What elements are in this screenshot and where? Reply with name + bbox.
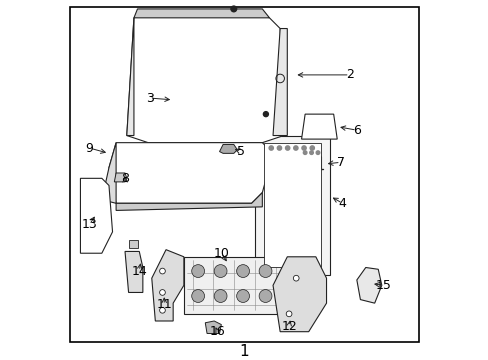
Circle shape bbox=[259, 289, 271, 302]
Circle shape bbox=[236, 265, 249, 278]
Polygon shape bbox=[151, 250, 183, 321]
Text: 6: 6 bbox=[352, 124, 360, 137]
Polygon shape bbox=[102, 143, 116, 203]
Polygon shape bbox=[116, 193, 262, 211]
Circle shape bbox=[301, 146, 305, 150]
Text: 13: 13 bbox=[81, 218, 97, 231]
Text: 16: 16 bbox=[209, 325, 225, 338]
Circle shape bbox=[159, 289, 165, 295]
Polygon shape bbox=[109, 143, 272, 203]
Text: 7: 7 bbox=[336, 156, 344, 169]
Text: 15: 15 bbox=[375, 279, 391, 292]
Polygon shape bbox=[114, 173, 126, 182]
Text: 14: 14 bbox=[131, 265, 147, 278]
Circle shape bbox=[191, 265, 204, 278]
Bar bbox=[128, 240, 137, 248]
Text: 12: 12 bbox=[281, 320, 296, 333]
Circle shape bbox=[293, 275, 299, 281]
Text: 11: 11 bbox=[156, 298, 172, 311]
Text: 4: 4 bbox=[338, 197, 346, 210]
Text: 2: 2 bbox=[345, 68, 353, 81]
Polygon shape bbox=[264, 143, 321, 267]
Polygon shape bbox=[356, 267, 381, 303]
Circle shape bbox=[309, 151, 313, 154]
Polygon shape bbox=[80, 178, 112, 253]
Polygon shape bbox=[125, 251, 142, 292]
Circle shape bbox=[214, 289, 226, 302]
Polygon shape bbox=[134, 9, 269, 18]
Polygon shape bbox=[255, 135, 329, 275]
Polygon shape bbox=[126, 18, 134, 135]
Polygon shape bbox=[183, 257, 297, 314]
Circle shape bbox=[159, 268, 165, 274]
Text: 5: 5 bbox=[237, 145, 244, 158]
Circle shape bbox=[316, 151, 319, 154]
Polygon shape bbox=[219, 144, 237, 153]
Circle shape bbox=[268, 146, 273, 150]
Circle shape bbox=[303, 151, 306, 154]
Circle shape bbox=[293, 146, 297, 150]
Circle shape bbox=[277, 146, 281, 150]
Text: 1: 1 bbox=[239, 344, 249, 359]
Circle shape bbox=[230, 6, 236, 12]
Circle shape bbox=[159, 307, 165, 313]
Polygon shape bbox=[205, 321, 221, 333]
Circle shape bbox=[309, 146, 314, 150]
Circle shape bbox=[259, 265, 271, 278]
Circle shape bbox=[263, 112, 268, 117]
Circle shape bbox=[214, 265, 226, 278]
Text: 10: 10 bbox=[213, 247, 229, 260]
Polygon shape bbox=[126, 11, 283, 143]
Circle shape bbox=[285, 311, 291, 317]
Text: 8: 8 bbox=[121, 172, 129, 185]
Circle shape bbox=[191, 289, 204, 302]
Text: 9: 9 bbox=[85, 141, 93, 154]
Circle shape bbox=[236, 289, 249, 302]
Polygon shape bbox=[301, 114, 337, 139]
Polygon shape bbox=[272, 28, 287, 135]
Text: 3: 3 bbox=[146, 91, 154, 105]
Circle shape bbox=[285, 146, 289, 150]
Polygon shape bbox=[272, 257, 326, 332]
